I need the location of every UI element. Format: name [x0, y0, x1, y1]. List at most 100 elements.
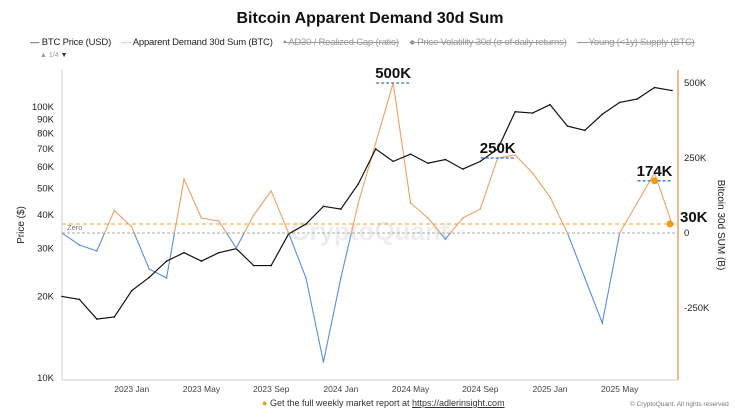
demand-point	[130, 226, 133, 228]
left-tick-label: 40K	[37, 210, 55, 221]
legend-item-price[interactable]: — BTC Price (USD)	[30, 37, 112, 48]
annotation-dot	[651, 177, 659, 185]
price-point	[636, 98, 638, 100]
demand-point	[183, 178, 185, 180]
x-tick-label: 2023 Sep	[253, 384, 290, 394]
price-point	[427, 162, 429, 165]
footer-link[interactable]: https://adlerinsight.com	[412, 398, 505, 408]
legend-pager[interactable]: ▲ 1/4 ▼	[40, 52, 68, 59]
price-point	[183, 251, 185, 254]
price-point	[496, 148, 499, 150]
right-tick-label: 0	[684, 228, 689, 239]
legend-item-ratio[interactable]: • AD30 / Realized Cap (ratio)	[283, 37, 399, 48]
demand-point	[322, 361, 325, 363]
price-point	[566, 125, 569, 127]
demand-point	[636, 202, 638, 204]
legend-item-young-supply[interactable]: — Young (<1y) Supply (BTC)	[577, 37, 695, 48]
price-point	[305, 223, 307, 225]
price-point	[165, 260, 168, 262]
copyright: © CryptoQuant. All rights reserved	[630, 401, 729, 408]
left-tick-label: 80K	[37, 128, 55, 139]
demand-point	[165, 277, 168, 279]
price-line	[61, 86, 673, 320]
demand-point	[427, 217, 429, 219]
right-axis-title: Bitcoin 30d SUM (B)	[715, 180, 726, 271]
legend-label: BTC Price (USD)	[41, 37, 112, 48]
legend-item-demand[interactable]: — Apparent Demand 30d Sum (BTC)	[121, 37, 273, 48]
price-point	[374, 148, 377, 150]
chart-title: Bitcoin Apparent Demand 30d Sum	[236, 10, 504, 27]
left-tick-label: 90K	[37, 114, 55, 125]
demand-point	[148, 268, 150, 270]
price-point	[462, 168, 464, 170]
annotation-dot	[666, 220, 674, 228]
price-point	[671, 89, 673, 92]
demand-line-positive	[62, 82, 673, 233]
demand-point	[252, 214, 255, 216]
footer-text: Get the full weekly market report at	[269, 398, 413, 408]
price-point	[653, 86, 656, 89]
left-tick-label: 60K	[37, 162, 55, 173]
price-point	[584, 129, 586, 132]
demand-point	[514, 154, 516, 156]
left-axis-title: Price ($)	[16, 206, 27, 244]
price-point	[618, 101, 621, 104]
demand-point	[584, 277, 586, 279]
demand-point	[235, 247, 238, 249]
price-point	[130, 289, 133, 292]
demand-point	[305, 277, 307, 279]
price-point	[113, 316, 116, 318]
x-tick-label: 2023 Jan	[114, 384, 149, 394]
demand-point	[566, 232, 569, 234]
x-tick-label: 2024 May	[392, 384, 430, 394]
demand-point	[78, 244, 81, 246]
demand-point	[357, 202, 360, 204]
price-point	[340, 208, 342, 210]
price-point	[200, 260, 203, 262]
demand-point	[61, 232, 63, 234]
price-point	[61, 295, 63, 298]
x-tick-label: 2025 Jan	[533, 384, 568, 394]
demand-point	[618, 232, 621, 234]
demand-point	[340, 277, 342, 279]
left-tick-label: 20K	[37, 291, 55, 302]
price-point	[322, 205, 325, 208]
orange-dot-icon: ●	[262, 398, 268, 408]
footer: ● Get the full weekly market report at h…	[262, 398, 505, 409]
price-point	[96, 318, 98, 320]
demand-point	[218, 220, 220, 222]
x-tick-label: 2024 Sep	[462, 384, 499, 394]
price-point	[270, 264, 272, 267]
right-tick-label: -250K	[684, 303, 710, 314]
demand-point	[287, 232, 290, 234]
left-tick-label: 10K	[37, 373, 55, 384]
demand-point	[479, 208, 482, 210]
annotation-label: 250K	[480, 140, 516, 157]
demand-point	[374, 142, 377, 144]
legend: — BTC Price (USD) — Apparent Demand 30d …	[30, 37, 703, 48]
right-tick-label: 500K	[684, 78, 707, 89]
left-tick-label: 50K	[37, 184, 55, 195]
price-point	[549, 103, 551, 106]
demand-point	[96, 250, 98, 252]
demand-point	[549, 196, 551, 198]
demand-point	[531, 172, 534, 174]
demand-point	[444, 238, 447, 240]
left-tick-label: 30K	[37, 244, 55, 255]
demand-point	[653, 172, 656, 174]
price-point	[409, 153, 412, 155]
legend-label: Young (<1y) Supply (BTC)	[588, 37, 695, 48]
legend-label: Price Volatility 30d (σ of daily returns…	[417, 37, 567, 48]
demand-line-negative	[62, 233, 621, 363]
legend-item-volatility[interactable]: ● Price Volatility 30d (σ of daily retur…	[409, 37, 567, 48]
price-point	[531, 112, 534, 114]
legend-label: AD30 / Realized Cap (ratio)	[288, 37, 399, 48]
demand-point	[113, 209, 116, 212]
price-point	[252, 264, 255, 267]
legend-page: 1/4	[48, 52, 59, 59]
annotation-label: 30K	[680, 209, 708, 226]
left-tick-label: 70K	[37, 144, 55, 155]
price-point	[218, 251, 220, 254]
